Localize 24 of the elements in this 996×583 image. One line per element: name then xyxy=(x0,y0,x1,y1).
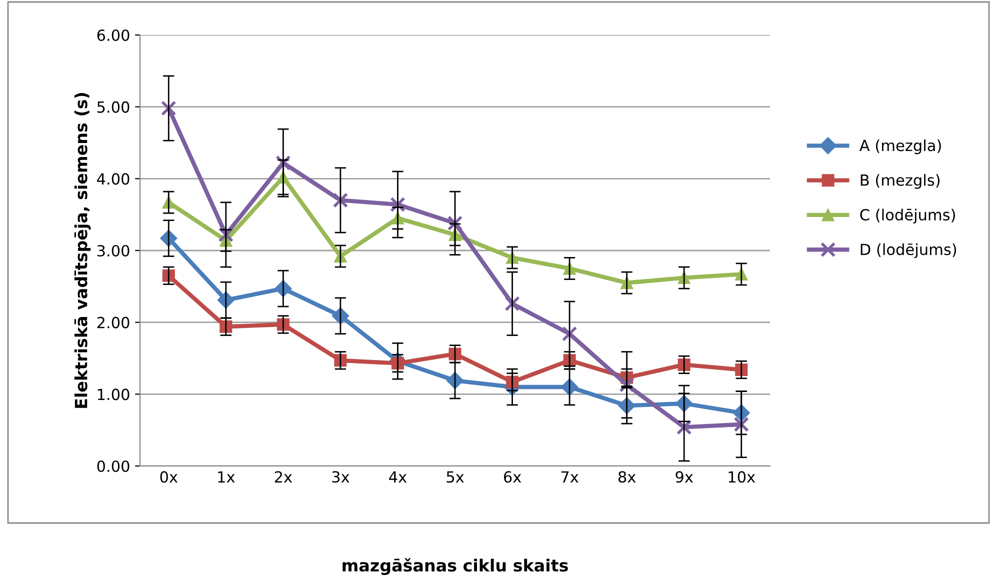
y-tick-label: 6.00 xyxy=(97,29,130,42)
y-axis-title: Elektriskā vadītspēja, siemens (s) xyxy=(74,93,91,408)
legend-label: C (lodējums) xyxy=(860,208,955,224)
x-tick-label: 10x xyxy=(728,471,756,483)
y-tick-label: 2.00 xyxy=(97,316,130,328)
y-tick-label: 3.00 xyxy=(97,244,130,257)
y-tick-label: 5.00 xyxy=(97,101,130,113)
x-tick-label: 0x xyxy=(160,471,178,483)
y-tick-label: 0.00 xyxy=(97,460,130,472)
legend-label: B (mezgls) xyxy=(860,174,940,189)
x-tick-label: 2x xyxy=(274,471,292,482)
legend-label: A (mezgla) xyxy=(859,139,941,154)
x-tick-label: 8x xyxy=(618,471,636,483)
x-tick-label: 3x xyxy=(332,471,350,483)
x-tick-label: 7x xyxy=(561,471,578,482)
legend-label: D (lodējums) xyxy=(860,243,956,258)
y-tick-label: 1.00 xyxy=(98,388,130,400)
x-tick-label: 4x xyxy=(389,471,407,482)
x-tick-label: 6x xyxy=(504,471,522,483)
x-tick-label: 9x xyxy=(676,471,693,483)
x-axis-title: mazgāšanas ciklu skaits xyxy=(342,558,568,575)
x-tick-label: 1x xyxy=(218,471,235,482)
y-tick-label: 4.00 xyxy=(97,173,130,185)
x-tick-label: 5x xyxy=(446,471,464,483)
